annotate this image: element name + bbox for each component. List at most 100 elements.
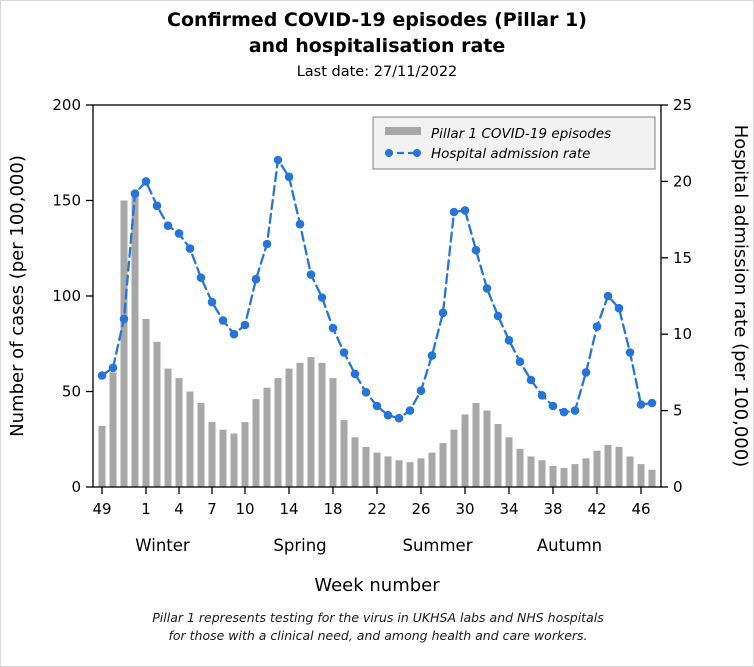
point-week-8 (218, 316, 228, 325)
point-week-16 (306, 270, 316, 279)
x-tick-label: 7 (207, 500, 217, 518)
point-week-1 (141, 177, 151, 186)
page-title-line-1: Confirmed COVID-19 episodes (Pillar 1) (167, 9, 587, 31)
bar-week-28 (439, 443, 447, 487)
x-tick-label: 34 (499, 500, 518, 518)
right-tick-label: 10 (673, 325, 692, 343)
bar-week-17 (318, 362, 326, 487)
bar-week-46 (637, 464, 645, 487)
bar-week-37 (538, 460, 546, 487)
point-week-10 (240, 320, 250, 330)
x-tick-label: 49 (92, 500, 111, 518)
bar-week-2 (153, 341, 161, 487)
right-tick-label: 25 (673, 96, 692, 114)
point-week-38 (548, 401, 558, 411)
x-axis-title: Week number (314, 575, 440, 596)
bar-week-24 (395, 460, 403, 487)
point-week-28 (438, 308, 448, 318)
point-week-51 (119, 314, 129, 324)
bar-week-26 (417, 458, 425, 487)
point-week-35 (515, 357, 525, 367)
point-week-36 (526, 375, 536, 385)
bar-week-8 (219, 429, 227, 487)
point-week-19 (339, 348, 349, 357)
point-week-46 (636, 400, 646, 409)
bar-week-23 (384, 456, 392, 487)
legend: Pillar 1 COVID-19 episodes Hospital admis… (372, 116, 656, 170)
point-week-43 (603, 291, 613, 301)
right-axis-title: Hospital admission rate (per 100,000) (730, 125, 751, 467)
bar-week-39 (560, 467, 568, 487)
x-tick-label: 30 (455, 500, 474, 518)
point-week-7 (207, 297, 217, 307)
x-tick-label: 1 (141, 500, 151, 518)
bar-week-35 (516, 448, 524, 487)
legend-label-admission-rate: Hospital admission rate (431, 146, 590, 162)
season-label-winter: Winter (135, 536, 190, 555)
left-axis: 0 50 100 150 200 (52, 96, 93, 496)
bar-week-25 (406, 462, 414, 487)
bar-week-47 (648, 469, 656, 487)
point-week-24 (394, 413, 404, 423)
point-week-9 (229, 329, 239, 339)
bar-week-16 (307, 357, 315, 487)
season-label-summer: Summer (402, 536, 472, 555)
left-axis-title: Number of cases (per 100,000) (7, 155, 28, 437)
point-week-21 (361, 388, 371, 397)
x-tick-label: 18 (323, 500, 342, 518)
bar-week-38 (549, 465, 557, 487)
x-tick-label: 42 (587, 500, 606, 518)
legend-line-marker (413, 149, 421, 157)
bar-week-44 (615, 446, 623, 487)
point-week-29 (449, 207, 459, 217)
bar-week-52 (131, 190, 139, 487)
point-week-45 (625, 348, 635, 357)
bar-week-29 (450, 429, 458, 487)
point-week-32 (482, 284, 492, 293)
bar-week-1 (142, 318, 150, 487)
point-week-2 (152, 201, 162, 211)
season-label-autumn: Autumn (537, 536, 602, 555)
legend-label-pillar1: Pillar 1 COVID-19 episodes (431, 126, 611, 142)
bar-week-20 (351, 437, 359, 487)
bar-week-42 (593, 450, 601, 487)
point-week-14 (284, 172, 294, 182)
season-label-spring: Spring (273, 536, 326, 555)
point-week-30 (460, 206, 470, 215)
bar-week-45 (626, 456, 634, 487)
x-tick-label: 14 (279, 500, 298, 518)
point-week-17 (317, 293, 327, 302)
bar-week-43 (604, 444, 612, 487)
bar-week-3 (164, 368, 172, 487)
point-week-3 (163, 221, 173, 230)
bar-week-31 (472, 402, 480, 487)
point-week-47 (647, 398, 657, 408)
bar-week-19 (340, 420, 348, 487)
bar-week-12 (263, 387, 271, 487)
left-tick-label: 50 (62, 383, 81, 401)
point-week-52 (130, 189, 140, 198)
bar-week-27 (428, 452, 436, 487)
chart-footnote: Pillar 1 represents testing for the viru… (1, 609, 753, 645)
bar-week-32 (483, 410, 491, 487)
bar-week-33 (494, 423, 502, 487)
bar-week-51 (120, 200, 128, 487)
point-week-42 (592, 322, 602, 331)
point-week-20 (350, 369, 360, 379)
point-week-18 (328, 323, 338, 333)
point-week-5 (185, 244, 195, 253)
right-tick-label: 20 (673, 172, 692, 190)
bar-week-4 (175, 378, 183, 487)
bar-week-5 (186, 391, 194, 487)
chart-subtitle-last-date: Last date: 27/11/2022 (296, 64, 458, 81)
legend-bar-swatch (385, 127, 421, 135)
x-tick-label: 26 (411, 500, 430, 518)
bar-week-7 (208, 422, 216, 487)
bar-week-21 (362, 446, 370, 487)
right-tick-label: 5 (673, 402, 683, 420)
left-tick-label: 200 (52, 96, 81, 114)
point-week-31 (471, 245, 481, 255)
point-week-33 (493, 311, 503, 321)
page-title-line-2: and hospitalisation rate (248, 34, 506, 57)
